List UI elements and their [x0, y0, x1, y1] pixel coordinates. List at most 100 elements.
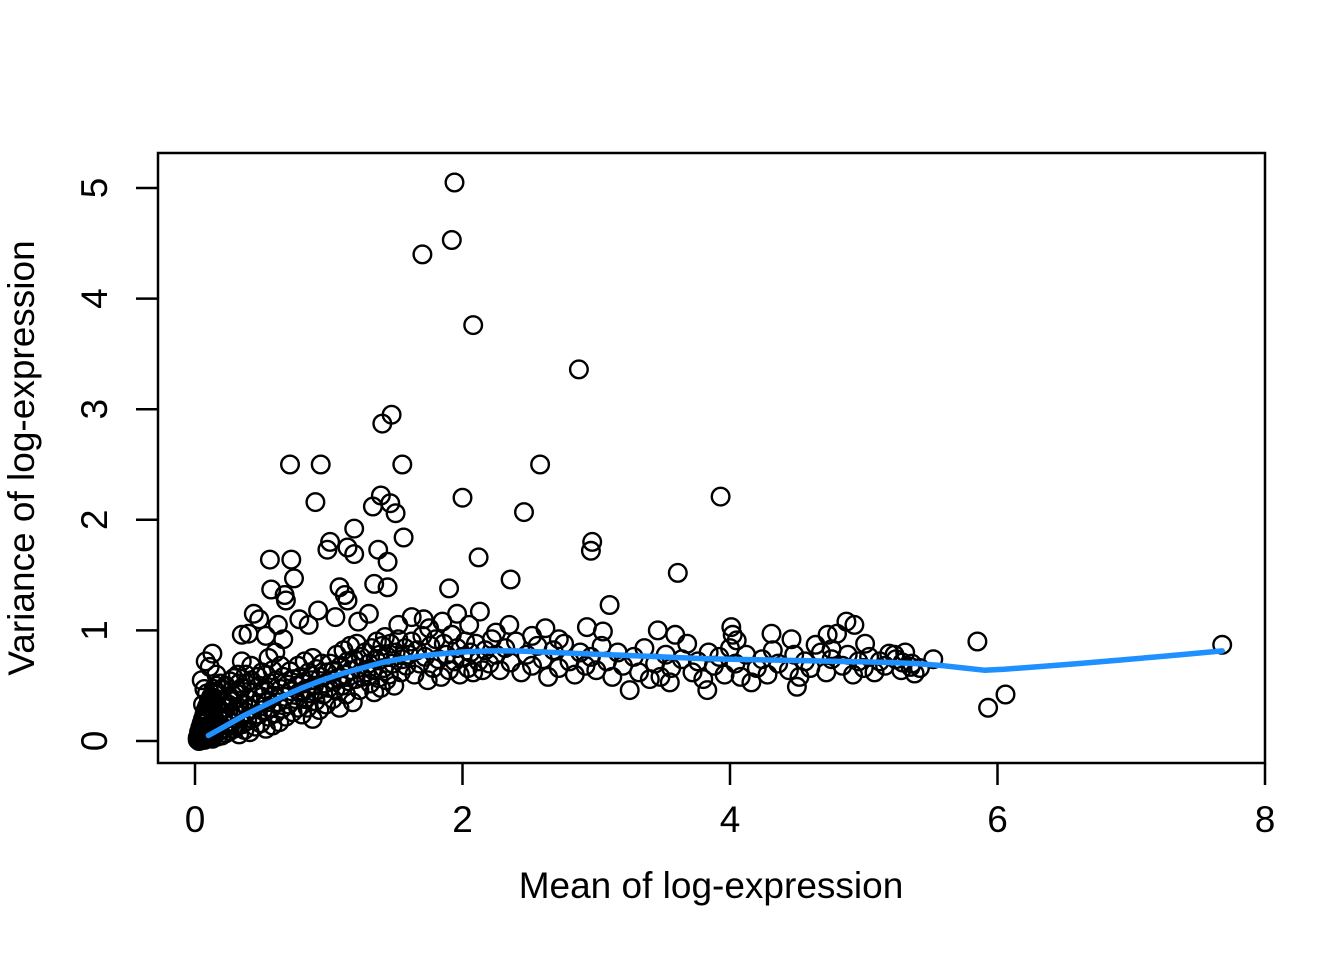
data-point — [682, 662, 703, 683]
data-point — [364, 573, 385, 594]
plot-box — [156, 151, 1267, 765]
data-point — [432, 611, 453, 632]
data-point — [374, 627, 395, 648]
data-point — [469, 601, 490, 622]
data-point — [265, 642, 286, 663]
y-tick-label: 1 — [74, 620, 115, 641]
data-point — [372, 413, 393, 434]
data-point — [310, 454, 331, 475]
x-tick-label: 2 — [452, 799, 473, 840]
x-axis: 0 2 4 6 8 — [185, 763, 1276, 840]
data-point — [602, 666, 623, 687]
data-point — [855, 633, 876, 654]
data-point — [261, 579, 282, 600]
data-point — [677, 633, 698, 654]
data-point — [231, 624, 252, 645]
data-point — [667, 562, 688, 583]
data-point — [417, 670, 438, 691]
data-point — [592, 621, 613, 642]
data-point — [468, 547, 489, 568]
data-point — [459, 614, 480, 635]
data-point — [243, 603, 264, 624]
data-point — [535, 618, 556, 639]
data-point — [358, 603, 379, 624]
data-point — [305, 492, 326, 513]
data-point — [514, 502, 535, 523]
data-point — [995, 684, 1016, 705]
data-point — [344, 544, 365, 565]
x-axis-title: Mean of log-expression — [519, 865, 904, 906]
data-point — [500, 569, 521, 590]
data-point — [697, 680, 718, 701]
data-point — [781, 629, 802, 650]
data-point — [281, 549, 302, 570]
data-point — [619, 680, 640, 701]
data-point — [337, 590, 358, 611]
data-point — [255, 625, 276, 646]
data-point — [761, 623, 782, 644]
data-point — [282, 702, 303, 723]
data-point — [710, 486, 731, 507]
x-tick-label: 8 — [1255, 799, 1276, 840]
y-tick-label: 4 — [74, 288, 115, 309]
data-point — [721, 617, 742, 638]
data-point — [385, 503, 406, 524]
y-tick-label: 5 — [74, 178, 115, 199]
data-point — [368, 668, 389, 689]
x-tick-label: 4 — [720, 799, 741, 840]
data-point — [647, 620, 668, 641]
data-point — [308, 600, 329, 621]
data-point — [294, 689, 315, 710]
y-tick-label: 0 — [74, 731, 115, 752]
data-point — [599, 595, 620, 616]
data-point — [269, 712, 290, 733]
y-axis-title: Variance of log-expression — [1, 240, 42, 675]
data-point — [231, 651, 252, 672]
data-point — [444, 172, 465, 193]
data-point — [412, 244, 433, 265]
data-point — [665, 624, 686, 645]
data-point — [568, 359, 589, 380]
y-tick-label: 3 — [74, 399, 115, 420]
data-point — [463, 662, 484, 683]
data-point — [349, 680, 370, 701]
data-point — [249, 609, 270, 630]
data-point — [693, 669, 714, 690]
data-point — [241, 655, 262, 676]
data-point — [967, 631, 988, 652]
data-point — [457, 658, 478, 679]
data-point — [757, 664, 778, 685]
data-point — [298, 614, 319, 635]
data-point — [337, 537, 358, 558]
data-point — [784, 644, 805, 665]
data-point — [817, 624, 838, 645]
data-point — [441, 229, 462, 250]
x-tick-label: 0 — [185, 799, 206, 840]
data-point — [377, 551, 398, 572]
data-point — [511, 662, 532, 683]
data-point — [377, 577, 398, 598]
data-point — [452, 487, 473, 508]
data-point — [499, 614, 520, 635]
x-tick-label: 6 — [987, 799, 1008, 840]
data-point — [843, 664, 864, 685]
trend-line — [205, 648, 1225, 739]
data-point — [463, 315, 484, 336]
data-point — [280, 454, 301, 475]
y-tick-label: 2 — [74, 510, 115, 531]
data-point — [522, 655, 543, 676]
data-point — [238, 623, 259, 644]
data-point — [401, 607, 422, 628]
y-axis: 0 1 2 3 4 5 — [74, 178, 158, 752]
data-point — [978, 697, 999, 718]
data-point — [259, 549, 280, 570]
data-point — [368, 539, 389, 560]
data-point — [500, 652, 521, 673]
data-point — [275, 590, 296, 611]
data-point — [325, 607, 346, 628]
data-point — [786, 676, 807, 697]
data-point — [582, 531, 603, 552]
data-point — [378, 664, 399, 685]
data-point — [393, 527, 414, 548]
